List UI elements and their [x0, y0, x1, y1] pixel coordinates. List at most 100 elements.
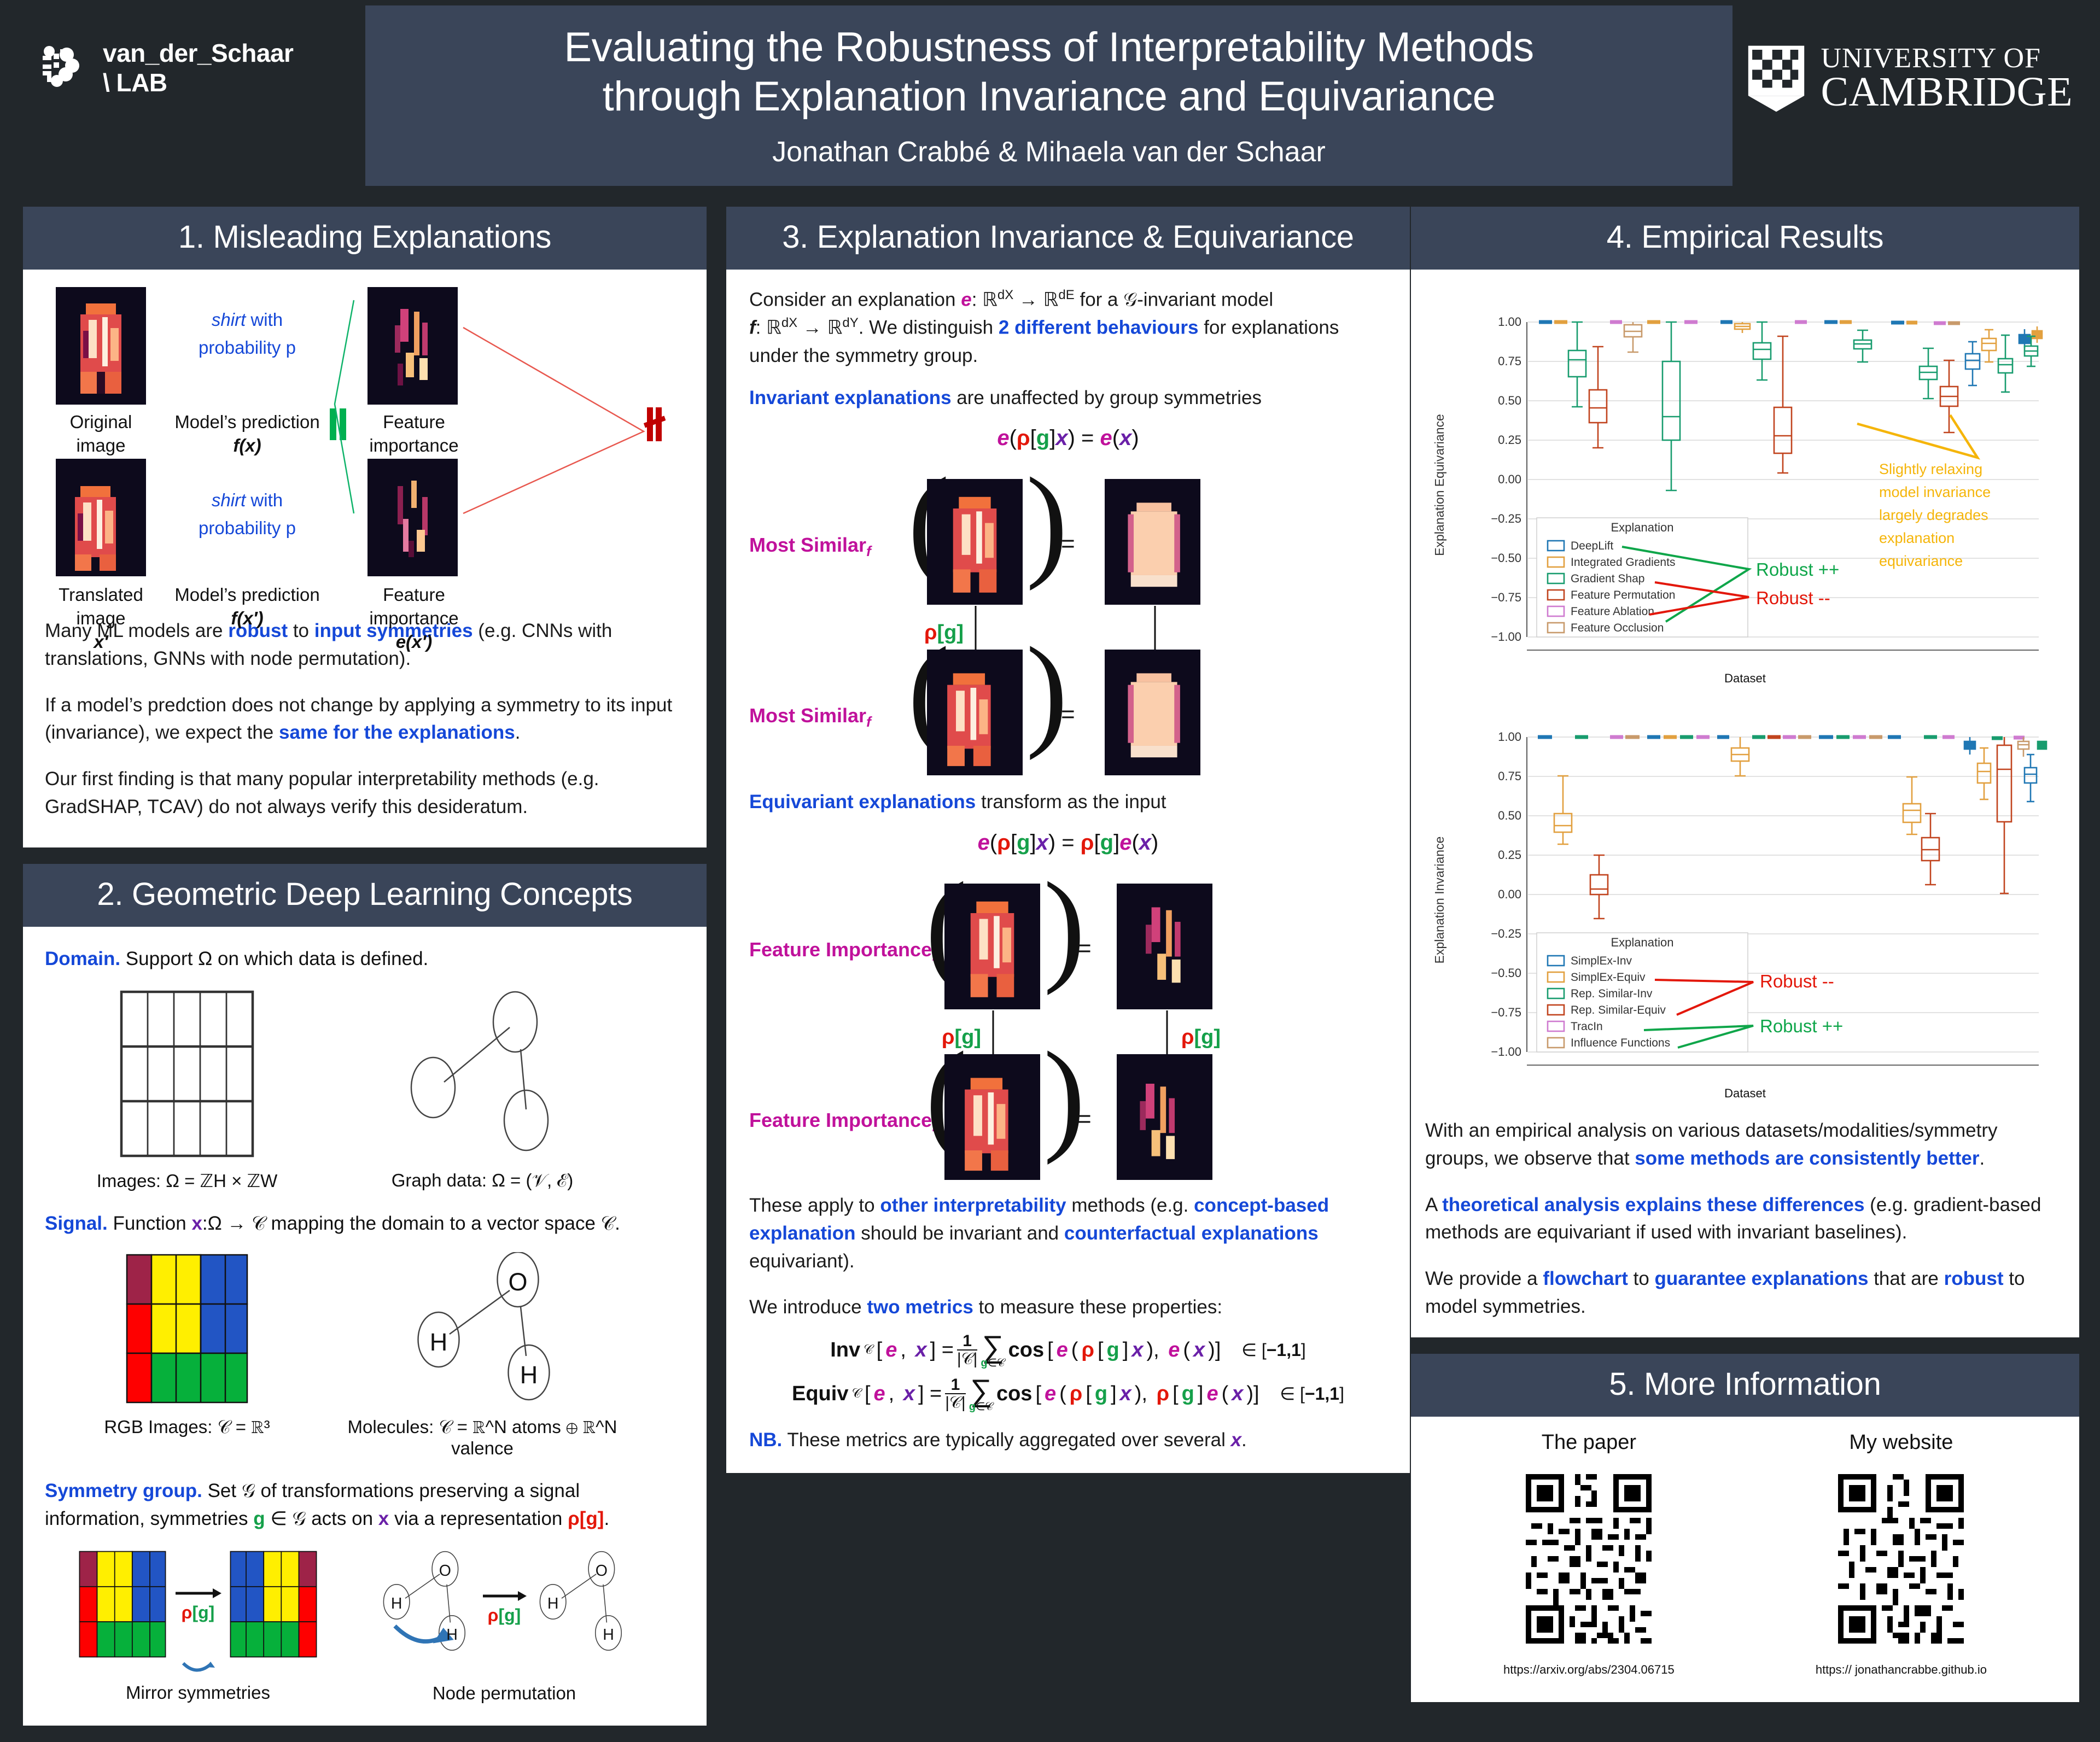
svg-text:−0.50: −0.50: [1491, 551, 1521, 565]
chart1-legend-item-2: Gradient Shap: [1571, 572, 1644, 585]
equals-equiv-bottom: =: [1077, 1106, 1092, 1133]
arrow-right-icon: [176, 1588, 221, 1598]
svg-text:H: H: [520, 1361, 538, 1389]
section1-figure: Original image x: [45, 284, 685, 652]
rgb-grid-after: [230, 1551, 317, 1657]
chart2-legend-item-3: Rep. Similar-Equiv: [1571, 1004, 1666, 1016]
section1-paragraph-2: If a model’s predction does not change b…: [45, 694, 673, 744]
paper-url[interactable]: https://arxiv.org/abs/2304.06715: [1503, 1662, 1675, 1676]
svg-text:explanation: explanation: [1879, 530, 1955, 546]
invariance-diagram: Most Similarf ( ) =: [749, 459, 1387, 776]
robust-minus-label-1: Robust --: [1756, 588, 1830, 608]
prediction-note-top: shirt with probability p: [199, 309, 296, 358]
section2-heading: 2. Geometric Deep Learning Concepts: [23, 863, 707, 927]
svg-text:model invariance: model invariance: [1879, 484, 1991, 500]
section5-heading: 5. More Information: [1411, 1353, 2079, 1417]
section1-paragraph-1: Many ML models are robust to input symme…: [45, 620, 612, 669]
most-similar-label-bottom: Most Similarf: [749, 704, 871, 730]
chart1-legend-item-1: Integrated Gradients: [1571, 556, 1675, 569]
shield-icon: [1748, 45, 1805, 112]
chart1-legend: [1536, 517, 1748, 638]
university-line-2: CAMBRIDGE: [1821, 69, 2073, 115]
feature-importance-label-bottom-3: Feature Importancef: [749, 1109, 937, 1135]
translated-image-thumb: [56, 459, 146, 576]
feature-importance-label-top-3: Feature Importancef: [749, 938, 937, 964]
svg-text:0.00: 0.00: [1498, 472, 1521, 486]
lab-logo: van_der_Schaar \ LAB: [33, 38, 294, 98]
chart2-legend-item-2: Rep. Similar-Inv: [1571, 987, 1653, 1000]
mirror-symmetry-figure: ρ[g]: [45, 1550, 351, 1703]
feature-importance-label-bottom: Feature importance e(x′): [369, 584, 459, 652]
svg-text:−0.50: −0.50: [1491, 966, 1521, 980]
website-url[interactable]: https:// jonathancrabbe.github.io: [1815, 1662, 1987, 1676]
svg-text:0.75: 0.75: [1498, 354, 1521, 368]
column-left: 1. Misleading Explanations: [23, 207, 707, 1742]
svg-text:−0.25: −0.25: [1491, 512, 1521, 525]
svg-text:O: O: [508, 1268, 527, 1296]
chart1-legend-item-0: DeepLift: [1571, 540, 1613, 552]
cambridge-wordmark: UNIVERSITY OF CAMBRIDGE: [1821, 42, 2073, 115]
column-middle: 3. Explanation Invariance & Equivariance…: [726, 207, 1410, 1489]
section3-heading: 3. Explanation Invariance & Equivariance: [726, 207, 1410, 270]
section3-invariant-line: Invariant explanations are unaffected by…: [749, 387, 1262, 408]
qr-website[interactable]: My website: [1816, 1431, 1987, 1677]
rgb-grid-figure: RGB Images: 𝒞 = ℝ³: [45, 1252, 329, 1438]
qr-paper[interactable]: The paper: [1503, 1431, 1675, 1677]
section4-heading: 4. Empirical Results: [1411, 207, 2079, 270]
rgb-caption: RGB Images: 𝒞 = ℝ³: [104, 1417, 270, 1437]
svg-text:−0.75: −0.75: [1491, 1006, 1521, 1019]
section3-two-metrics: We introduce two metrics to measure thes…: [749, 1296, 1223, 1318]
svg-text:H: H: [547, 1595, 559, 1612]
equals-symbol-green: [330, 408, 346, 440]
chart2-ylabel: Explanation Invariance: [1432, 837, 1446, 964]
svg-text:−0.75: −0.75: [1491, 591, 1521, 604]
not-equals-symbol-red: [644, 407, 666, 441]
image-grid-figure: Images: Ω = ℤH × ℤW: [45, 989, 329, 1191]
equivariance-output-bottom: [1117, 1054, 1212, 1180]
brain-icon: [43, 46, 79, 87]
molecules-caption: Molecules: 𝒞 = ℝ^N atoms ⊕ ℝ^N valence: [347, 1417, 617, 1458]
section4-paragraph-1: With an empirical analysis on various da…: [1425, 1120, 1998, 1169]
title-line-1: Evaluating the Robustness of Interpretab…: [564, 24, 1534, 71]
chart1-legend-title: Explanation: [1611, 521, 1674, 534]
svg-text:O: O: [439, 1562, 451, 1580]
invariance-input-bottom: [927, 650, 1023, 776]
domain-figures: Images: Ω = ℤH × ℤW Graph data: Ω = (𝒱, …: [45, 989, 685, 1191]
molecule-icon: O H H: [417, 1251, 550, 1401]
equivariance-input-top: [944, 884, 1040, 1010]
translated-image-label: Translated image x′: [59, 584, 143, 652]
image-grid-icon: [120, 991, 254, 1158]
svg-text:H: H: [446, 1626, 458, 1644]
equivariance-output-top: [1117, 884, 1212, 1010]
svg-text:0.25: 0.25: [1498, 848, 1521, 862]
university-line-1: UNIVERSITY OF: [1821, 42, 2041, 74]
section2-signal-line: Signal. Function x:Ω → 𝒞 mapping the dom…: [45, 1213, 620, 1235]
graph-caption: Graph data: Ω = (𝒱, ℰ): [391, 1170, 574, 1191]
svg-text:largely degrades: largely degrades: [1879, 507, 1988, 523]
chart-explanation-equivariance: Explanation Equivariance 1.00 0.75 0.50 0.…: [1425, 283, 2060, 669]
paper-qr-title: The paper: [1541, 1430, 1636, 1454]
signal-figures: RGB Images: 𝒞 = ℝ³ O H H M: [45, 1251, 685, 1459]
annotation-pointer-red-2: [1654, 979, 1754, 1016]
poster-header: van_der_Schaar \ LAB Evaluating the Robu…: [0, 0, 2100, 194]
most-similar-label-top: Most Similarf: [749, 534, 871, 560]
panel-more-information: 5. More Information The paper: [1411, 1353, 2079, 1702]
section1-heading: 1. Misleading Explanations: [23, 207, 707, 270]
invariance-output-top: [1105, 479, 1200, 605]
lab-line-1: van_der_Schaar: [103, 39, 294, 67]
qr-code-website-icon[interactable]: [1833, 1468, 1970, 1649]
chart2-legend-item-0: SimplEx-Inv: [1571, 955, 1632, 967]
chart2-legend-item-5: Influence Functions: [1571, 1037, 1670, 1049]
panel-gdl-concepts: 2. Geometric Deep Learning Concepts Doma…: [23, 863, 707, 1726]
annotation-text-equivariance: Slightly relaxing model invariance large…: [1879, 461, 1991, 569]
qr-code-paper-icon[interactable]: [1520, 1468, 1658, 1649]
qr-codes-row: The paper: [1411, 1417, 2079, 1702]
images-caption: Images: Ω = ℤH × ℤW: [96, 1171, 278, 1191]
chart1-xlabel: Dataset: [1724, 671, 1766, 685]
equals-bottom: =: [1061, 701, 1075, 728]
svg-text:−1.00: −1.00: [1491, 1045, 1521, 1059]
node-permutation-figure: O H H ρ[g]: [351, 1550, 657, 1704]
molecule-before: O H H: [383, 1551, 466, 1651]
section4-paragraph-3: We provide a flowchart to guarantee expl…: [1425, 1268, 2025, 1317]
graph-icon: [410, 991, 549, 1151]
